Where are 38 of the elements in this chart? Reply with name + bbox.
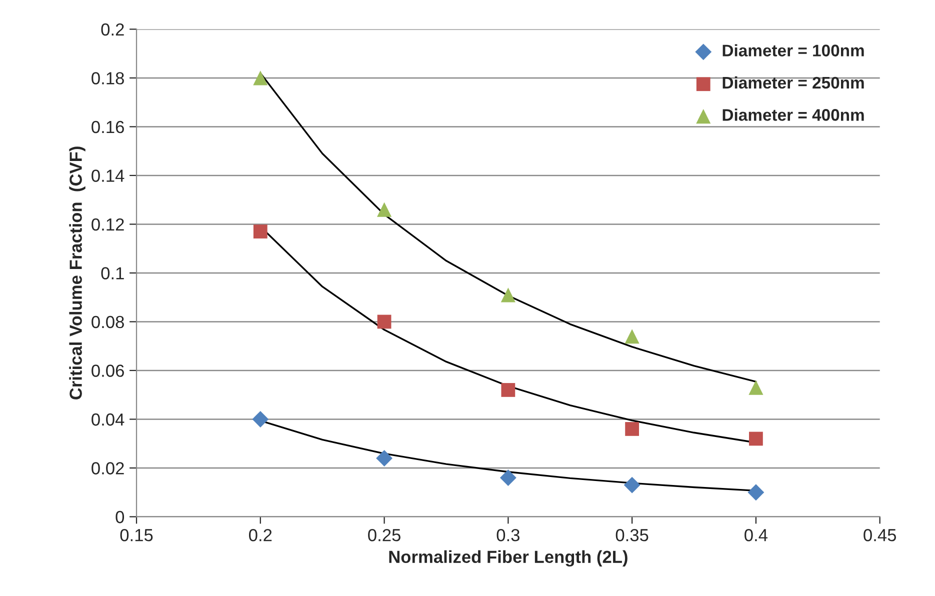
y-tick-label: 0.12 (92, 218, 124, 231)
x-tick-label: 0.2 (249, 528, 272, 542)
point (624, 476, 640, 494)
y-axis-title: Critical Volume Fraction (CVF) (69, 146, 86, 400)
x-tick-label: 0.25 (368, 528, 400, 542)
point (376, 450, 392, 466)
point (748, 484, 764, 501)
point (624, 329, 640, 344)
x-axis-title: Normalized Fiber Length (2L) (389, 550, 628, 567)
y-tick-label: 0.14 (92, 170, 124, 182)
point (748, 380, 764, 395)
point (625, 422, 640, 436)
y-tick-label: 0.02 (92, 462, 124, 474)
x-tick-label: 0.3 (496, 528, 520, 542)
x-tick-label: 0.4 (744, 528, 768, 542)
point (252, 411, 269, 428)
y-tick-label: 0.04 (92, 413, 124, 426)
y-tick-label: 0 (116, 510, 124, 524)
x-tick-label: 0.15 (120, 528, 153, 542)
y-tick-label: 0.1 (101, 267, 124, 280)
y-tick-label: 0.16 (92, 120, 124, 134)
y-tick-label: 0.06 (92, 364, 124, 377)
point (377, 314, 392, 329)
legend-label: Diameter = 250nm (722, 76, 864, 89)
legend-label: Diameter = 100nm (722, 44, 864, 56)
point (501, 383, 516, 397)
point (749, 432, 763, 446)
point (500, 470, 516, 486)
point (253, 70, 268, 86)
y-tick-label: 0.08 (92, 316, 124, 328)
y-tick-label: 0.18 (92, 72, 124, 84)
y-tick-label: 0.2 (101, 23, 124, 36)
legend-label: Diameter = 400nm (722, 108, 864, 121)
point (253, 224, 268, 238)
point (377, 202, 392, 217)
x-tick-label: 0.35 (616, 528, 648, 542)
x-tick-label: 0.45 (864, 528, 896, 542)
point (500, 288, 516, 302)
